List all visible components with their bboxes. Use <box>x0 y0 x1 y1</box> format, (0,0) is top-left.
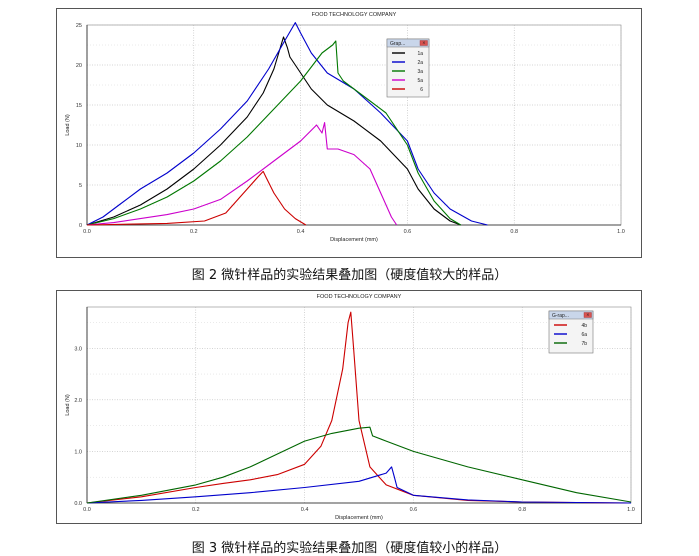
y-tick-label: 20 <box>76 63 82 69</box>
close-icon: × <box>422 41 425 47</box>
x-tick-label: 0.0 <box>83 229 91 235</box>
x-axis-label: Displacement (mm) <box>335 515 383 521</box>
series-line-6a <box>86 466 632 504</box>
legend: G-rap... × 4b 6a 7b <box>548 310 594 354</box>
legend-close-button <box>419 40 428 46</box>
x-tick-label: 0.6 <box>404 229 412 235</box>
x-tick-label: 0.8 <box>518 507 526 513</box>
figure-2-caption: 图 2 微针样品的实验结果叠加图（硬度值较大的样品） <box>191 268 508 283</box>
y-tick-label: 1.0 <box>74 449 82 455</box>
y-axis-label: Load (N) <box>65 114 71 136</box>
legend-label: 2a <box>417 60 423 66</box>
x-tick-label: 0.4 <box>301 507 309 513</box>
y-tick-label: 2.0 <box>74 398 82 404</box>
y-tick-label: 15 <box>76 103 82 109</box>
chart-2-svg: FOOD TECHNOLOGY COMPANY 0.0 0.2 0.4 0.6 0.8 1.… <box>65 294 635 521</box>
legend-label: 1a <box>417 51 423 57</box>
series-line-2a <box>86 22 488 226</box>
legend-label: 5a <box>417 78 423 84</box>
series-line-6 <box>86 170 307 226</box>
legend-label: 6a <box>581 332 587 338</box>
close-icon: × <box>586 313 589 319</box>
series-line-5a <box>86 122 398 226</box>
legend-titlebar <box>386 38 430 48</box>
figure-3-caption: 图 3 微针样品的实验结果叠加图（硬度值较小的样品） <box>191 541 508 556</box>
x-tick-label: 1.0 <box>617 229 625 235</box>
y-axis-label: Load (N) <box>65 394 71 416</box>
series-line-7b <box>86 426 632 504</box>
chart-title: FOOD TECHNOLOGY COMPANY <box>312 12 397 18</box>
x-tick-label: 0.6 <box>410 507 418 513</box>
x-tick-label: 0.4 <box>297 229 305 235</box>
y-tick-label: 5 <box>79 183 82 189</box>
legend-close-button <box>583 312 592 318</box>
y-tick-label: 0.0 <box>74 501 82 507</box>
series-line-1a <box>86 36 461 226</box>
chart-title: FOOD TECHNOLOGY COMPANY <box>317 294 402 300</box>
chart-1-svg: FOOD TECHNOLOGY COMPANY 0.0 0.2 0.4 0.6 0.8 1.… <box>65 12 625 243</box>
y-tick-label: 10 <box>76 143 82 149</box>
legend-label: 6 <box>420 87 423 93</box>
legend-label: 4b <box>581 323 587 329</box>
x-tick-label: 0.2 <box>192 507 200 513</box>
series-line-3a <box>86 40 462 226</box>
chart-frame-1: FOOD TECHNOLOGY COMPANY 0.0 0.2 0.4 0.6 0.8 1.… <box>56 8 642 258</box>
chart-frame-2: FOOD TECHNOLOGY COMPANY 0.0 0.2 0.4 0.6 0.8 1.… <box>56 290 642 524</box>
y-tick-label: 0 <box>79 223 82 229</box>
legend-label: 7b <box>581 341 587 347</box>
x-tick-label: 0.8 <box>510 229 518 235</box>
x-tick-label: 0.2 <box>190 229 198 235</box>
y-tick-label: 3.0 <box>74 346 82 352</box>
legend-titlebar <box>548 310 594 320</box>
y-tick-label: 25 <box>76 23 82 29</box>
x-tick-label: 1.0 <box>627 507 635 513</box>
legend-title: G-rap... <box>552 313 569 319</box>
legend-title: Grap... <box>390 41 405 47</box>
legend-box <box>386 38 430 98</box>
legend-label: 3a <box>417 69 423 75</box>
legend: Grap... × 1a 2a 3a 5a 6 <box>386 38 430 98</box>
x-tick-label: 0.0 <box>83 507 91 513</box>
x-axis-label: Displacement (mm) <box>330 237 378 243</box>
